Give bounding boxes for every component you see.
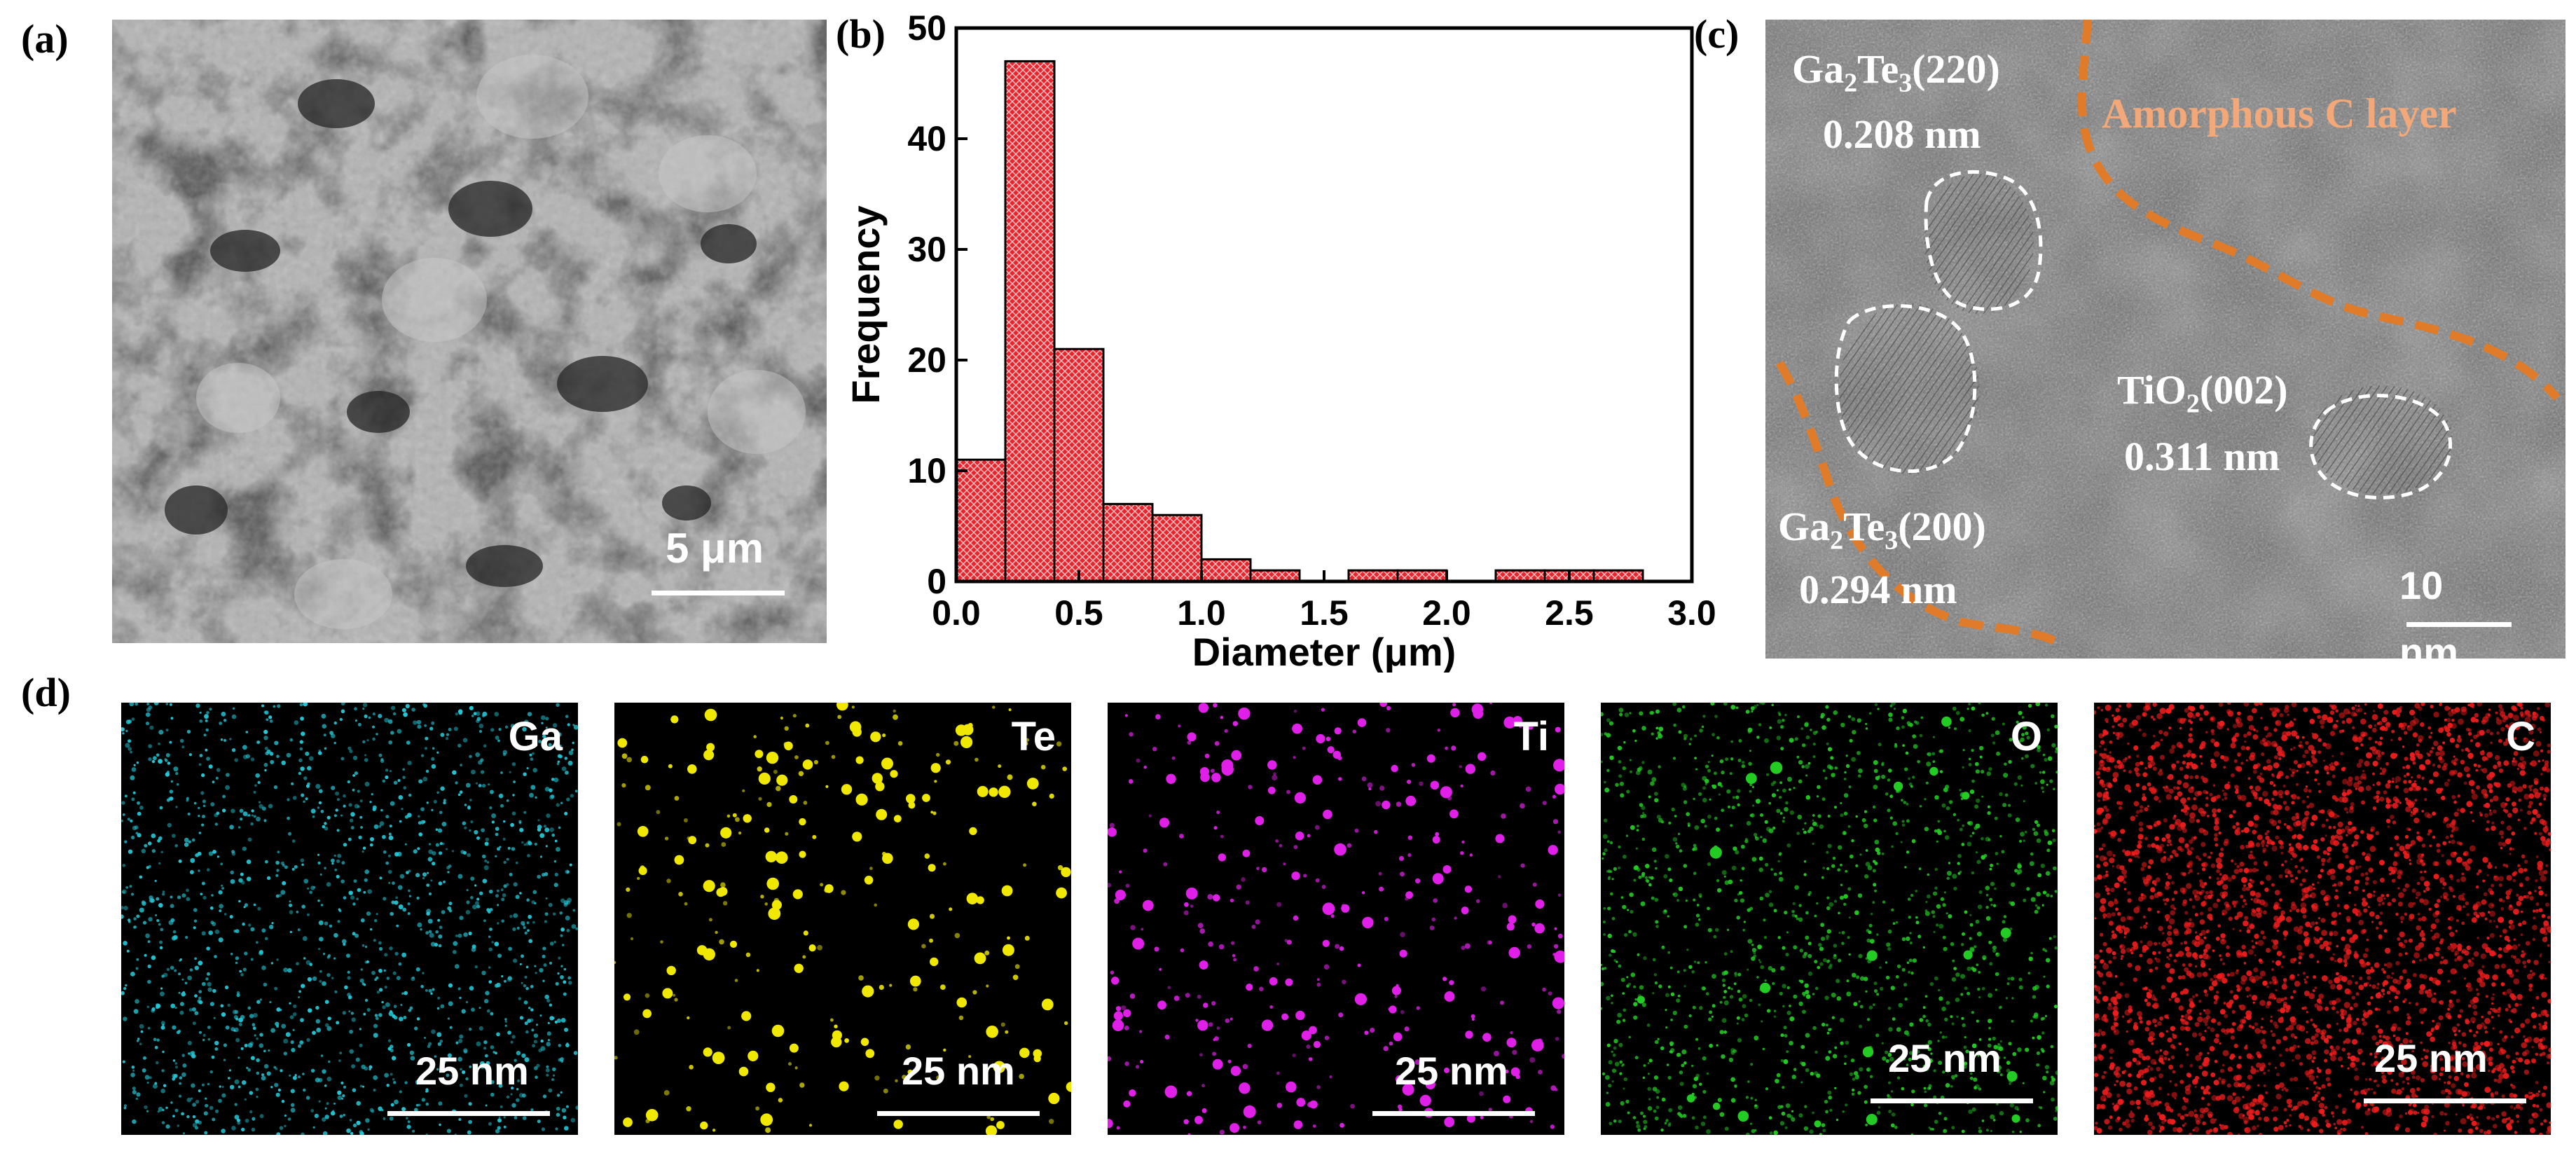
label-ga2te3-220: Ga2Te3(220) <box>1792 46 2000 98</box>
panel-label-d: (d) <box>21 670 71 715</box>
y-tick-label: 40 <box>907 119 946 158</box>
x-tick-label: 0.5 <box>1054 593 1103 633</box>
x-tick-label: 3.0 <box>1667 593 1716 633</box>
grain-outline-200 <box>1834 304 1977 474</box>
panel-label-a: (a) <box>21 16 69 62</box>
tem-scale-bar <box>2406 622 2512 627</box>
y-tick-label: 20 <box>907 340 946 380</box>
x-axis-label: Diameter (μm) <box>1192 630 1456 673</box>
eds-dots-ga <box>121 703 578 1135</box>
eds-map-title-te: Te <box>1011 714 1056 759</box>
grain-outline-220 <box>1924 170 2043 311</box>
tem-scale-text-1: 10 <box>2399 563 2444 607</box>
x-tick-label: 2.0 <box>1422 593 1471 633</box>
eds-map-title-ti: Ti <box>1513 714 1550 759</box>
y-tick-label: 50 <box>907 8 946 48</box>
tem-scale-text-2: nm <box>2399 630 2458 659</box>
amorphous-layer-boundary <box>1775 20 2561 647</box>
label-tio2-002: TiO2(002) <box>2117 367 2288 419</box>
sem-texture <box>112 20 827 643</box>
y-axis-ticks: 0 10 20 30 40 50 <box>907 8 967 601</box>
x-tick-label: 1.0 <box>1177 593 1226 633</box>
grain-outline-002 <box>2309 394 2453 499</box>
eds-map-title-o: O <box>2010 714 2042 759</box>
grain-outlines <box>1834 170 2453 499</box>
eds-map-te: Te 25 nm <box>614 703 1071 1135</box>
x-tick-label: 0.0 <box>932 593 981 633</box>
y-tick-label: 10 <box>907 451 946 490</box>
panel-label-c: (c) <box>1694 11 1740 57</box>
x-tick-label: 1.5 <box>1300 593 1349 633</box>
eds-scale-text-c: 25 nm <box>2374 1036 2488 1080</box>
eds-scale-bar-te <box>877 1111 1040 1116</box>
sem-scale-bar <box>652 591 785 595</box>
eds-scale-bar-c <box>2364 1098 2526 1103</box>
histogram-bar <box>955 458 1007 583</box>
eds-map-ga: Ga 25 nm <box>121 703 578 1135</box>
eds-scale-text-te: 25 nm <box>902 1049 1015 1093</box>
eds-map-ti: Ti 25 nm <box>1108 703 1564 1135</box>
eds-scale-bar-o <box>1871 1098 2033 1103</box>
y-tick-label: 30 <box>907 230 946 269</box>
eds-map-title-c: C <box>2506 714 2535 759</box>
boundary-lower <box>1775 360 2062 647</box>
histogram-bar <box>1004 60 1056 583</box>
histogram-bars <box>955 60 1644 583</box>
diameter-histogram: 0.0 0.5 1.0 1.5 2.0 2.5 3.0 0 10 20 30 40 50 Diamet… <box>843 8 1716 673</box>
label-amorphous-c-layer: Amorphous C layer <box>2102 90 2457 137</box>
boundary-upper <box>2077 20 2561 401</box>
label-d-spacing-200: 0.294 nm <box>1799 567 1957 612</box>
eds-scale-text-ti: 25 nm <box>1395 1049 1508 1093</box>
eds-map-o: O 25 nm <box>1601 703 2058 1135</box>
panel-label-b: (b) <box>836 11 886 57</box>
eds-scale-bar-ti <box>1372 1111 1535 1116</box>
eds-scale-text-o: 25 nm <box>1888 1036 2002 1080</box>
sem-image: 5 μm <box>112 20 827 643</box>
histogram-bar <box>1102 502 1154 583</box>
eds-dots-ti <box>1108 703 1564 1135</box>
hrtem-texture <box>1765 20 2565 659</box>
eds-dots-o <box>1601 703 2058 1135</box>
hrtem-image: Ga2Te3(220) 0.208 nm Ga2Te3(200) 0.294 n… <box>1765 20 2565 659</box>
eds-dots-te <box>614 703 1071 1135</box>
y-axis-label: Frequency <box>843 205 888 404</box>
label-d-spacing-002: 0.311 nm <box>2124 434 2280 479</box>
eds-scale-text-ga: 25 nm <box>415 1049 529 1093</box>
eds-scale-bar-ga <box>387 1111 550 1116</box>
eds-map-c: C 25 nm <box>2094 703 2551 1135</box>
y-tick-label: 0 <box>927 562 946 601</box>
label-d-spacing-220: 0.208 nm <box>1823 111 1981 157</box>
histogram-bar <box>1053 347 1105 583</box>
x-tick-label: 2.5 <box>1545 593 1594 633</box>
histogram-bar <box>1151 513 1203 583</box>
eds-map-title-ga: Ga <box>508 714 563 759</box>
histogram-bar <box>1200 558 1252 583</box>
x-axis-ticks: 0.0 0.5 1.0 1.5 2.0 2.5 3.0 <box>932 570 1716 633</box>
label-ga2te3-200: Ga2Te3(200) <box>1778 504 1986 556</box>
sem-scale-text: 5 μm <box>666 525 764 572</box>
